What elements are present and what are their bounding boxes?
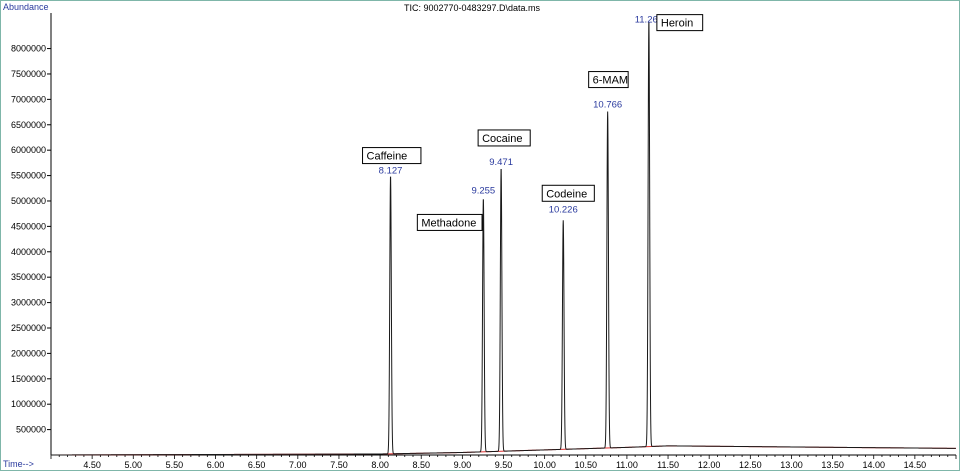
x-tick-label: 10.50 xyxy=(575,460,598,470)
x-tick-label: 13.00 xyxy=(780,460,803,470)
y-axis-title: Abundance xyxy=(3,2,49,12)
y-tick-label: 1500000 xyxy=(11,374,46,384)
peak-name-label: Heroin xyxy=(661,18,693,30)
y-tick-label: 6500000 xyxy=(11,120,46,130)
y-tick-label: 8000000 xyxy=(11,44,46,54)
peak-name-box xyxy=(541,184,595,202)
y-tick-label: 7500000 xyxy=(11,69,46,79)
y-ticks: 500000 1000000 1500000 2000000 2500000 300000… xyxy=(11,44,51,435)
chart-title: TIC: 9002770-0483297.D\data.ms xyxy=(404,3,541,13)
x-tick-label: 7.50 xyxy=(330,460,348,470)
x-axis-title: Time--> xyxy=(3,459,34,469)
x-tick-label: 11.50 xyxy=(657,460,679,470)
y-tick-label: 5000000 xyxy=(11,196,46,206)
y-tick-label: 4000000 xyxy=(11,247,46,257)
peak-retention-time: 10.766 xyxy=(593,100,622,111)
y-tick-label: 3000000 xyxy=(11,298,46,308)
tic-trace xyxy=(51,22,956,456)
x-ticks: 4.50 5.00 5.50 6.00 6.50 7.00 7.50 8.00 8.50 9.00… xyxy=(50,455,957,470)
y-tick-label: 500000 xyxy=(16,425,46,435)
x-tick-label: 6.00 xyxy=(207,460,225,470)
x-tick-label: 7.00 xyxy=(289,460,307,470)
peak-retention-time: 8.127 xyxy=(379,166,403,177)
y-tick-label: 4500000 xyxy=(11,221,46,231)
y-tick-label: 2500000 xyxy=(11,323,46,333)
y-tick-label: 3500000 xyxy=(11,272,46,282)
peak-name-label: Codeine xyxy=(546,188,587,200)
y-tick-label: 6000000 xyxy=(11,145,46,155)
peak-retention-time: 9.471 xyxy=(489,157,513,168)
peak-name-box xyxy=(416,213,483,231)
x-tick-label: 4.50 xyxy=(83,460,101,470)
peak-name-label: Methadone xyxy=(421,217,476,229)
peak-retention-time: 9.255 xyxy=(471,185,495,196)
x-tick-label: 13.50 xyxy=(821,460,844,470)
peak-name-box xyxy=(362,147,422,165)
axes xyxy=(50,13,956,456)
x-tick-label: 11.00 xyxy=(616,460,638,470)
x-tick-label: 12.00 xyxy=(698,460,721,470)
x-tick-label: 10.00 xyxy=(533,460,556,470)
peak-name-label: Cocaine xyxy=(482,133,522,145)
peak-retention-time: 11.267 xyxy=(635,15,663,26)
y-tick-label: 2000000 xyxy=(11,348,46,358)
x-tick-label: 5.50 xyxy=(166,460,184,470)
peak-name-box xyxy=(477,129,531,147)
x-tick-label: 9.50 xyxy=(495,460,513,470)
x-tick-label: 8.50 xyxy=(412,460,430,470)
x-tick-label: 9.00 xyxy=(454,460,472,470)
y-tick-label: 7000000 xyxy=(11,94,46,104)
x-tick-label: 5.00 xyxy=(125,460,143,470)
peak-name-box xyxy=(588,71,629,89)
y-tick-label: 1000000 xyxy=(11,399,46,409)
y-tick-label: 5500000 xyxy=(11,171,46,181)
peak-name-box xyxy=(656,14,704,32)
x-tick-label: 14.50 xyxy=(904,460,927,470)
x-tick-label: 14.00 xyxy=(862,460,885,470)
x-tick-label: 12.50 xyxy=(739,460,762,470)
x-tick-label: 8.00 xyxy=(371,460,389,470)
trace-layer xyxy=(51,22,956,456)
x-tick-label: 6.50 xyxy=(248,460,266,470)
peak-retention-time: 10.226 xyxy=(549,204,578,215)
peak-name-label: Caffeine xyxy=(367,151,408,163)
peak-name-label: 6-MAM xyxy=(593,75,628,87)
peak-labels: 8.127 Caffeine 9.255 Methadone 9.471 Cocaine 1… xyxy=(362,14,704,231)
